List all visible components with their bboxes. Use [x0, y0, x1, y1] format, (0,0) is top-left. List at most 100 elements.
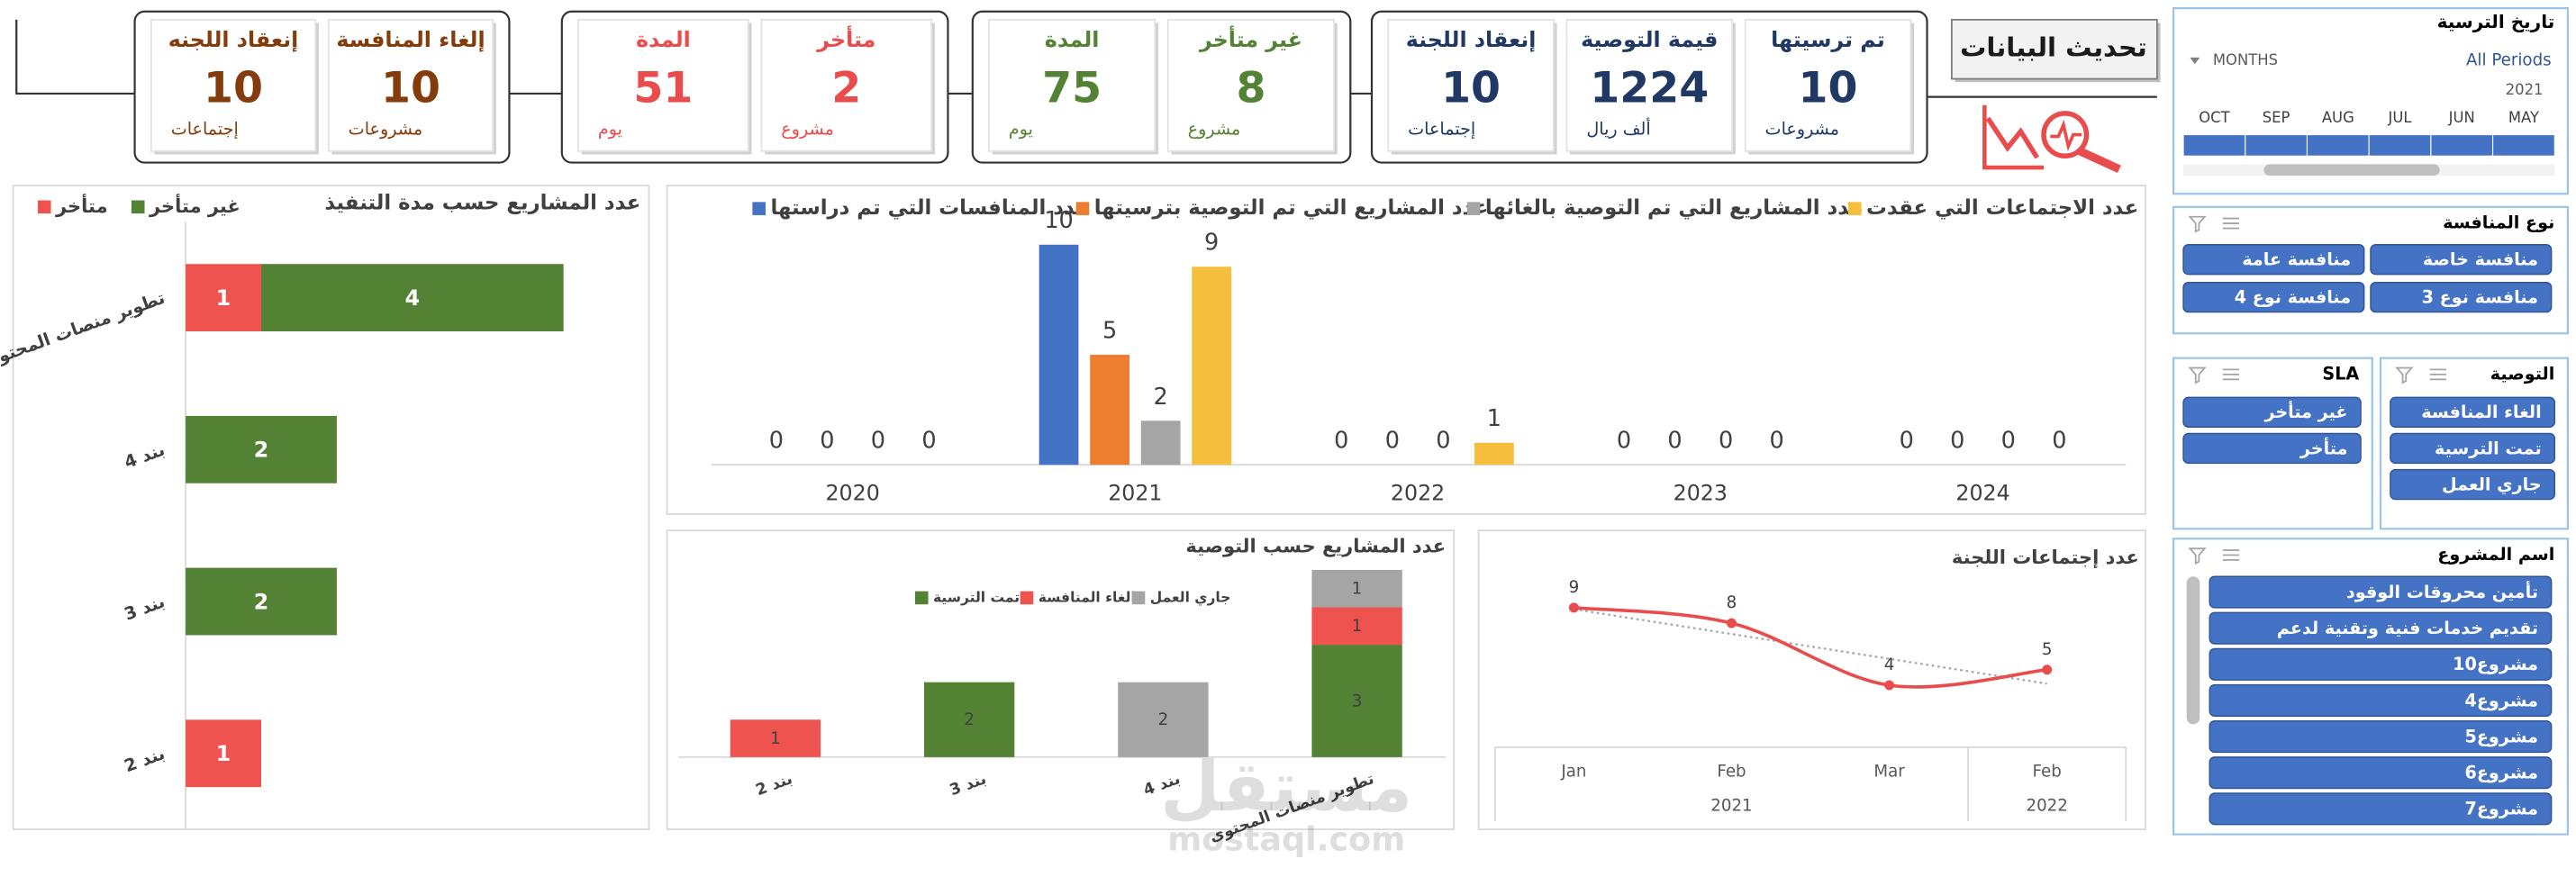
kpi-unit: يوم: [598, 119, 622, 140]
slicer-item-label[interactable]: غير متأخر: [2263, 401, 2347, 422]
slicer-item[interactable]: [2182, 396, 2362, 428]
kpi-title: إلغاء المنافسة: [336, 27, 485, 53]
slicer-item-label[interactable]: مشروع4: [2464, 690, 2538, 710]
slicer-item[interactable]: [2370, 244, 2553, 276]
timeline-level[interactable]: MONTHS: [2213, 51, 2278, 68]
timeline-scroll-thumb[interactable]: [2263, 164, 2440, 176]
timeline-level-arrow[interactable]: [2190, 57, 2200, 65]
kpi-value: 10: [1441, 63, 1501, 113]
clear-filter-icon[interactable]: [2188, 366, 2207, 384]
slicer-item[interactable]: [2209, 647, 2553, 681]
kpi-value: 1224: [1590, 63, 1709, 113]
slicer-item[interactable]: [2370, 281, 2553, 313]
chart-title: عدد المشاريع حسب التوصية: [1185, 535, 1446, 556]
slicer-item[interactable]: [2209, 756, 2553, 790]
data-label: 1: [1487, 405, 1501, 432]
slicer-item[interactable]: [2390, 432, 2556, 465]
slicer-item-label[interactable]: مشروع6: [2464, 763, 2538, 783]
slicer-item-label[interactable]: مشروع10: [2453, 654, 2538, 674]
timeline-month: MAY: [2508, 109, 2540, 126]
x-tick-label: Feb: [1717, 762, 1746, 781]
point: [1884, 680, 1895, 691]
kpi-title: غير متأخر: [1199, 25, 1302, 52]
slicer-item-label[interactable]: منافسة نوع 3: [2422, 287, 2538, 308]
refresh-button[interactable]: [1950, 18, 2158, 80]
slicer-item-label[interactable]: جاري العمل: [2442, 474, 2542, 495]
legend-label: عدد المنافسات التي تم دراستها: [770, 196, 1089, 220]
icon-axis: [1982, 104, 2045, 170]
data-label: 5: [2042, 640, 2053, 659]
timeline-cell[interactable]: [2245, 134, 2308, 157]
timeline-cell[interactable]: [2430, 134, 2494, 157]
timeline-month: JUN: [2448, 109, 2475, 126]
x-tick-label: 2022: [1391, 481, 1445, 506]
kpi-card: [1744, 18, 1912, 152]
slicer-item[interactable]: [2209, 611, 2553, 645]
data-label: 0: [1334, 428, 1348, 455]
slicer-item[interactable]: [2182, 281, 2365, 313]
bar: [1311, 645, 1402, 757]
x-tick-label: Feb: [2033, 762, 2062, 781]
slicer-item[interactable]: [2209, 575, 2553, 609]
data-label: 2: [1158, 710, 1169, 729]
data-label: 1: [216, 741, 231, 766]
trendline: [1574, 608, 2047, 685]
data-label: 0: [1719, 428, 1733, 455]
data-label: 1: [216, 285, 231, 311]
slicer-item[interactable]: [2209, 792, 2553, 826]
kpi-value: 51: [633, 63, 693, 113]
slicer-item[interactable]: [2209, 683, 2553, 717]
timeline-title: تاريخ الترسية: [2437, 11, 2555, 32]
kpi-value: 75: [1042, 63, 1102, 113]
data-label: 4: [405, 285, 421, 311]
bar: [261, 264, 564, 331]
legend-swatch: [131, 200, 145, 214]
x-group-label: 2021: [1710, 797, 1752, 816]
timeline-cell[interactable]: [2306, 134, 2370, 157]
bar: [186, 719, 262, 788]
kpi-title: المدة: [636, 27, 691, 52]
slicer-item-label[interactable]: مشروع7: [2464, 799, 2538, 819]
timeline-cell[interactable]: [2492, 134, 2555, 157]
bar: [1140, 420, 1181, 466]
slicer-item[interactable]: [2390, 468, 2556, 501]
data-label: 2: [964, 710, 975, 729]
slicer-item-label[interactable]: منافسة خاصة: [2423, 249, 2538, 270]
kpi-title: تم ترسيتها: [1771, 27, 1885, 52]
slicer-scrollbar[interactable]: [2186, 576, 2200, 725]
kpi-title: متأخر: [816, 25, 875, 52]
slicer-item-label[interactable]: تمت الترسية: [2435, 438, 2542, 458]
legend-swatch: [1847, 202, 1862, 215]
clear-filter-icon[interactable]: [2188, 215, 2207, 233]
slicer-item-label[interactable]: متأخر: [2299, 437, 2348, 458]
slicer-item-label[interactable]: الغاء المنافسة: [2421, 402, 2541, 422]
slicer-item-label[interactable]: تأمين محروقات الوقود: [2346, 581, 2538, 602]
timeline-cell[interactable]: [2368, 134, 2432, 157]
slicer-item-label[interactable]: مشروع5: [2464, 726, 2538, 746]
clear-filter-icon[interactable]: [2188, 547, 2207, 565]
bar: [1311, 607, 1402, 646]
clear-filter-icon[interactable]: [2395, 366, 2414, 384]
kpi-card: [988, 18, 1156, 152]
slicer-item-label[interactable]: تقديم خدمات فنية وتقنية لدعم: [2277, 618, 2538, 638]
x-tick-label: Jan: [1560, 762, 1586, 781]
slicer-item[interactable]: [2390, 396, 2556, 428]
icon-handle: [2078, 147, 2121, 174]
kpi-title: المدة: [1045, 27, 1100, 52]
kpi-card: [760, 18, 933, 152]
timeline-cell[interactable]: [2182, 134, 2246, 157]
refresh-button-label[interactable]: تحديث البيانات: [1960, 32, 2147, 63]
kpi-unit: ألف ريال: [1586, 118, 1650, 140]
slicer-item-label[interactable]: منافسة نوع 4: [2235, 287, 2351, 308]
timeline-month: SEP: [2263, 109, 2290, 126]
data-label: 2: [1154, 384, 1168, 411]
slicer-item[interactable]: [2209, 719, 2553, 754]
slicer-item[interactable]: [2182, 432, 2362, 465]
chart-title: عدد إجتماعات اللجنة: [1952, 547, 2139, 568]
slicer-item-label[interactable]: منافسة عامة: [2242, 249, 2351, 270]
analytics-icon: [1982, 104, 2121, 174]
slicer-item[interactable]: [2182, 244, 2365, 276]
x-tick-label: 2024: [1955, 481, 2009, 506]
